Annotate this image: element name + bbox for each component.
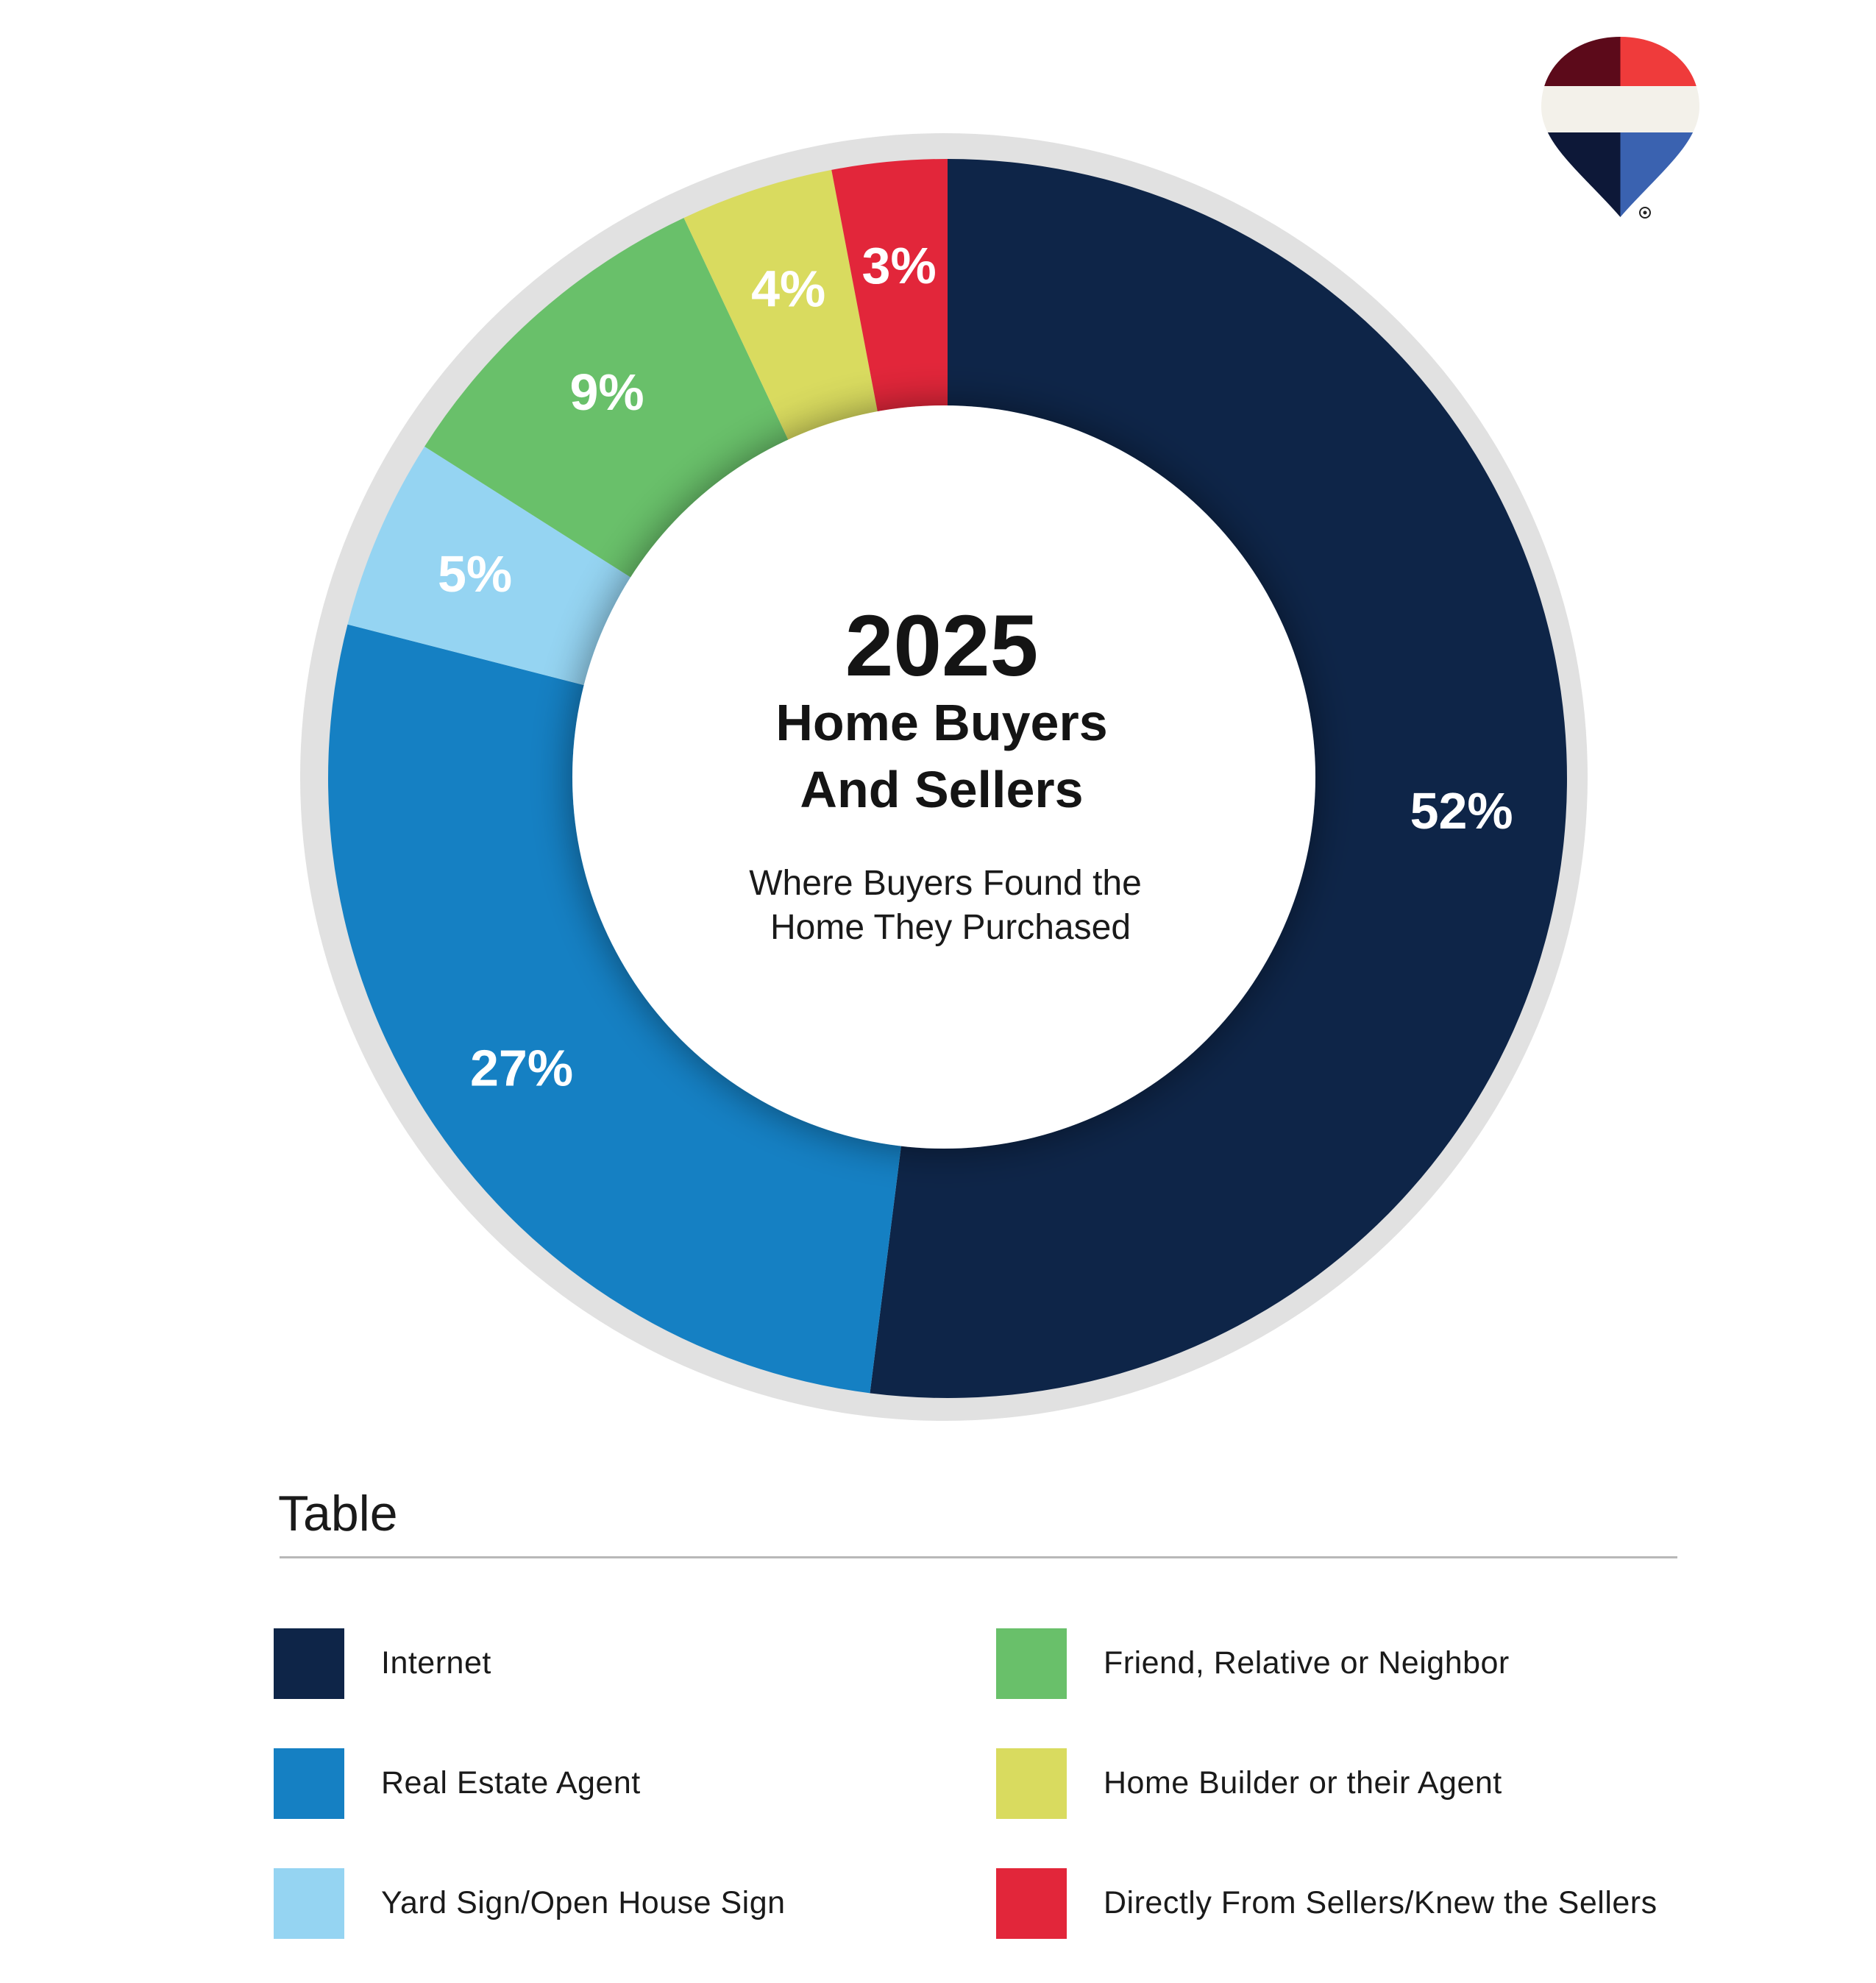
legend-divider [280,1555,1677,1558]
registered-mark-dot [1643,210,1647,215]
balloon-logo-icon [1541,37,1699,219]
legend-label: Internet [381,1645,491,1681]
slice-label-2: 5% [438,545,512,603]
center-title-line1: Home Buyers [775,694,1107,751]
slice-label-0: 52% [1410,782,1513,840]
legend-grid: Internet Real Estate Agent Yard Sign/Open … [274,1628,1679,1982]
logo-band-bottom-right [1620,132,1699,217]
slice-label-4: 4% [751,260,825,317]
legend-item: Internet [274,1628,491,1699]
legend-label: Directly From Sellers/Knew the Sellers [1104,1885,1658,1921]
legend-swatch [274,1628,344,1699]
slice-label-5: 3% [862,237,937,294]
slice-real-estate-agent [327,624,902,1394]
center-title-line2: And Sellers [800,761,1083,818]
legend-label: Friend, Relative or Neighbor [1104,1645,1510,1681]
donut-hole [572,405,1315,1149]
legend-title: Table [278,1486,398,1542]
slice-yard-sign-open-house-sign [347,446,641,688]
legend-swatch [996,1628,1067,1699]
slice-friend-relative-or-neighbor [424,218,793,583]
legend-swatch [274,1748,344,1819]
slice-internet [870,159,1567,1398]
slice-label-1: 27% [470,1039,573,1096]
center-subtitle-line2: Home They Purchased [770,908,1131,947]
donut-chart: 52% 27% 5% 9% 4% 3% 2025 Home Buyers And Sell… [300,133,1588,1421]
registered-mark-icon [1639,207,1651,219]
legend-label: Yard Sign/Open House Sign [381,1885,786,1921]
legend-item: Real Estate Agent [274,1748,641,1819]
slice-home-builder-or-their-agent [683,169,880,450]
legend-label: Home Builder or their Agent [1104,1765,1502,1801]
center-text: 2025 Home Buyers And Sellers Where Buyer… [749,597,1142,947]
logo-band-top-left [1541,37,1621,86]
slice-label-3: 9% [569,363,644,421]
legend: Table Internet Real Estate Agent Yard Sign… [274,1486,1679,1982]
legend-label: Real Estate Agent [381,1765,641,1801]
logo-band-bottom-left [1541,132,1621,217]
legend-item: Friend, Relative or Neighbor [996,1628,1510,1699]
legend-swatch [996,1748,1067,1819]
legend-item: Yard Sign/Open House Sign [274,1867,786,1939]
legend-item: Directly From Sellers/Knew the Sellers [996,1867,1658,1939]
center-year: 2025 [845,597,1039,695]
logo-band-top-right [1620,37,1699,86]
donut-slices [327,159,1567,1398]
slice-directly-from-sellers-knew-the-sellers [831,159,948,421]
legend-item: Home Builder or their Agent [996,1748,1502,1819]
logo-band-middle [1541,86,1699,132]
center-subtitle-line1: Where Buyers Found the [749,864,1142,903]
slice-labels: 52% 27% 5% 9% 4% 3% [438,237,1513,1096]
legend-swatch [274,1867,344,1939]
legend-swatch [996,1867,1067,1939]
